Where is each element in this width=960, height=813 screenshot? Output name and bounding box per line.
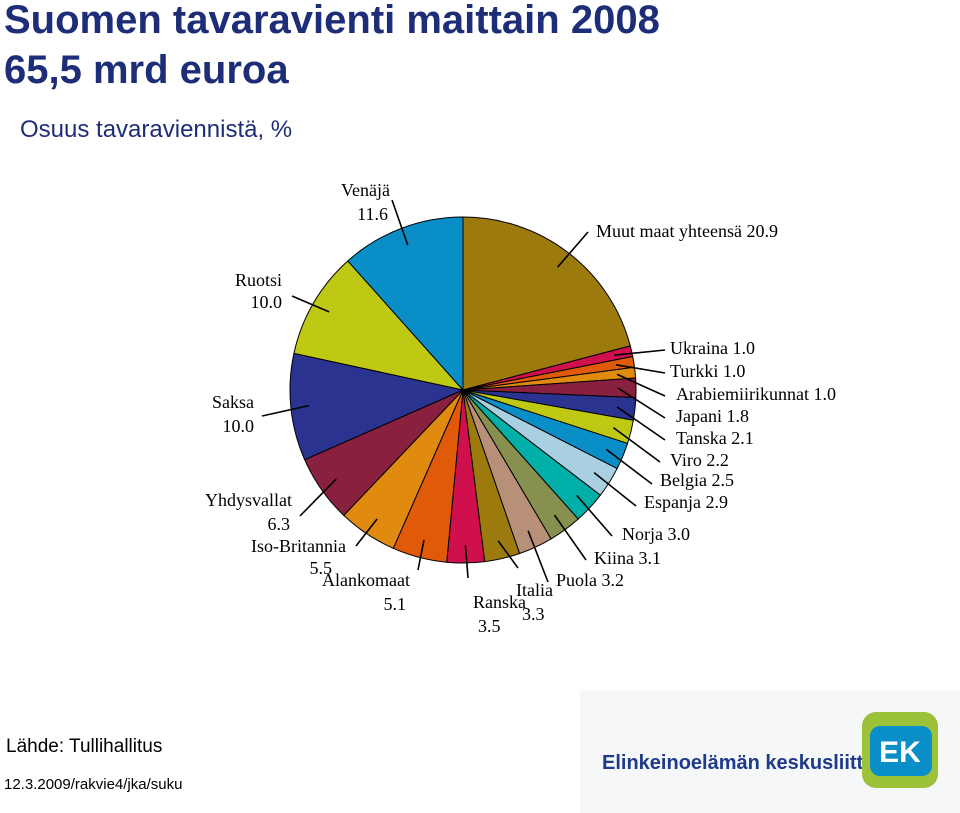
slice-label: Iso-Britannia bbox=[251, 536, 346, 556]
slice-label: Belgia 2.5 bbox=[660, 470, 734, 490]
pie-slices bbox=[289, 216, 637, 564]
ek-logo: Elinkeinoelämän keskusliitto EK bbox=[580, 690, 960, 813]
logo-organization-name: Elinkeinoelämän keskusliitto bbox=[602, 752, 876, 774]
pie-slice-saksa bbox=[289, 352, 465, 461]
slice-value-label: 5.5 bbox=[310, 558, 333, 578]
logo-mark-text: EK bbox=[879, 736, 921, 769]
slice-label: Espanja 2.9 bbox=[644, 492, 728, 512]
leader-line bbox=[464, 544, 469, 579]
leader-line bbox=[617, 387, 666, 419]
slice-label: Venäjä bbox=[341, 180, 390, 200]
leader-line bbox=[576, 494, 613, 537]
slice-label: Viro 2.2 bbox=[670, 450, 729, 470]
leader-line bbox=[553, 514, 587, 561]
slice-label: Kiina 3.1 bbox=[594, 548, 661, 568]
slice-label: Arabiemiirikunnat 1.0 bbox=[676, 384, 836, 404]
slice-label: Alankomaat bbox=[322, 570, 410, 590]
slice-label: Ruotsi bbox=[235, 270, 282, 290]
leader-line bbox=[615, 364, 666, 374]
leader-line bbox=[299, 478, 337, 517]
leader-line bbox=[605, 448, 653, 485]
leader-line bbox=[391, 199, 409, 246]
slice-label: Yhdysvallat bbox=[205, 490, 292, 510]
slice-value-label: 5.1 bbox=[384, 594, 407, 614]
leader-line bbox=[417, 539, 425, 571]
slice-label: Norja 3.0 bbox=[622, 524, 690, 544]
chart-title-total: 65,5 mrd euroa bbox=[4, 48, 289, 92]
slice-label: Puola 3.2 bbox=[556, 570, 624, 590]
slice-value-label: 11.6 bbox=[357, 204, 388, 224]
slice-value-label: 10.0 bbox=[223, 416, 255, 436]
slice-label: Ranska bbox=[473, 592, 526, 612]
slice-value-label: 6.3 bbox=[268, 514, 291, 534]
pie-slice-ruotsi bbox=[293, 260, 465, 391]
leader-line bbox=[527, 530, 549, 583]
leader-line bbox=[614, 349, 666, 356]
slice-label: Italia bbox=[516, 580, 553, 600]
pie-chart: Muut maat yhteensä 20.9 Ukraina 1.0 Turkki… bbox=[205, 180, 836, 636]
slice-value-label: 3.5 bbox=[478, 616, 501, 636]
slice-label: Muut maat yhteensä 20.9 bbox=[596, 221, 778, 241]
slice-value-label: 3.3 bbox=[522, 604, 545, 624]
document-footnote: 12.3.2009/rakvie4/jka/suku bbox=[4, 776, 183, 793]
leader-line bbox=[355, 518, 378, 547]
leader-lines bbox=[261, 199, 666, 583]
leader-line bbox=[497, 540, 519, 569]
slice-label: Tanska 2.1 bbox=[676, 428, 754, 448]
leader-line bbox=[616, 373, 666, 397]
leader-line bbox=[261, 404, 309, 417]
slice-label: Saksa bbox=[212, 392, 254, 412]
slice-label: Japani 1.8 bbox=[676, 406, 749, 426]
ek-logo-mark-icon: EK bbox=[862, 712, 938, 788]
source-note: Lähde: Tullihallitus bbox=[6, 736, 163, 757]
leader-line bbox=[593, 471, 637, 507]
chart-subtitle: Osuus tavaraviennistä, % bbox=[20, 116, 293, 143]
slice-label: Turkki 1.0 bbox=[670, 361, 745, 381]
leader-line bbox=[556, 231, 589, 268]
leader-line bbox=[291, 295, 330, 313]
slice-value-label: 10.0 bbox=[251, 292, 283, 312]
leader-line bbox=[616, 406, 666, 441]
chart-title: Suomen tavaravienti maittain 2008 bbox=[4, 0, 660, 42]
leader-line bbox=[612, 426, 661, 463]
pie-slice-muut-maat-yhteens- bbox=[462, 216, 631, 391]
slice-label: Ukraina 1.0 bbox=[670, 338, 755, 358]
slice-labels: Muut maat yhteensä 20.9 Ukraina 1.0 Turkki… bbox=[205, 180, 836, 636]
